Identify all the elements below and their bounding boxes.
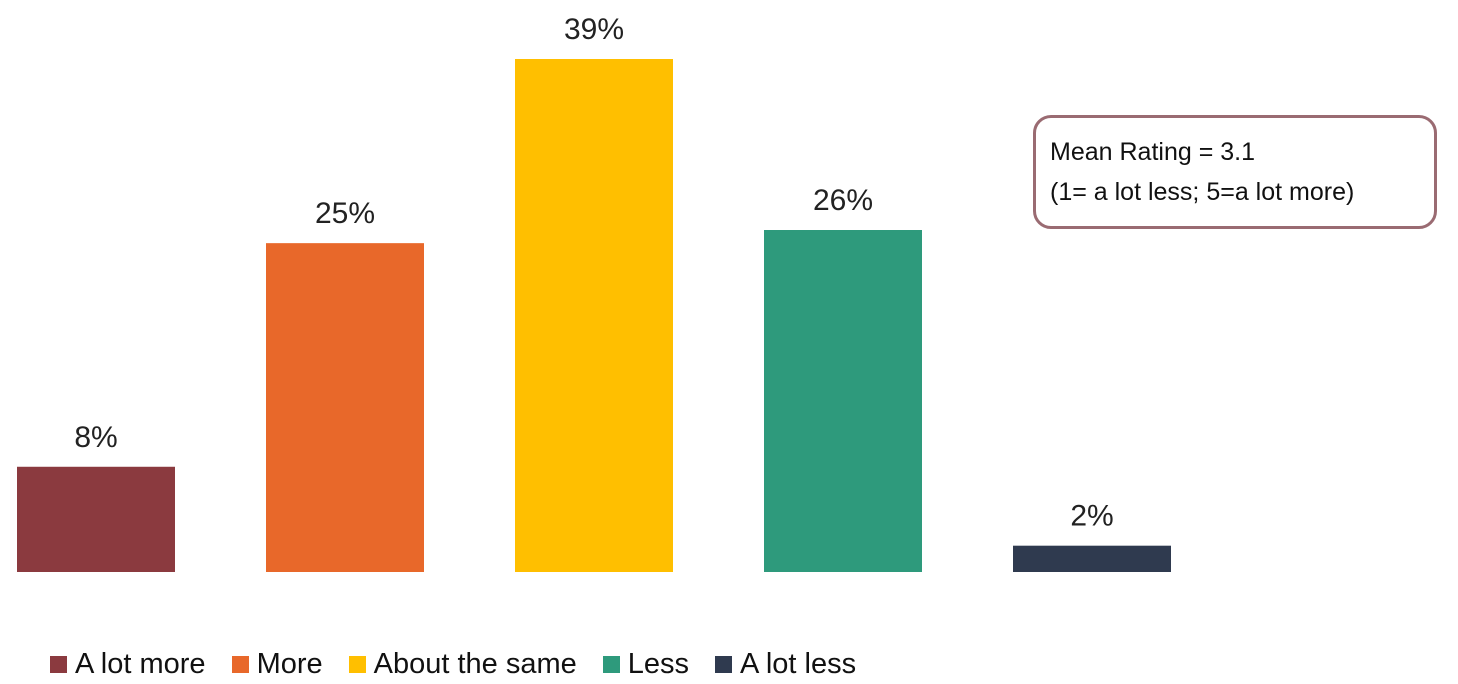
legend-swatch xyxy=(231,655,249,673)
legend-label: More xyxy=(256,647,323,680)
mean-rating-box: Mean Rating = 3.1 (1= a lot less; 5=a lo… xyxy=(1033,115,1437,229)
legend-swatch xyxy=(348,655,366,673)
legend-label: Less xyxy=(627,647,690,680)
bar-a-lot-more xyxy=(17,466,175,572)
legend-swatch xyxy=(602,655,620,673)
bar-about-the-same xyxy=(515,59,673,572)
data-label: 25% xyxy=(315,197,375,230)
bar-chart: 8% 25% 39% 26% 2% xyxy=(17,13,1171,572)
rating-scale-text: (1= a lot less; 5=a lot more) xyxy=(1050,178,1355,206)
legend-label: A lot less xyxy=(740,647,857,680)
legend-item-about-the-same: About the same xyxy=(348,647,577,681)
bar-more xyxy=(266,243,424,572)
legend-label: About the same xyxy=(373,647,577,680)
legend-item-a-lot-less: A lot less xyxy=(715,648,856,681)
legend-label: A lot more xyxy=(75,647,206,680)
legend-item-more: More xyxy=(231,647,323,681)
legend-swatch xyxy=(50,655,67,673)
data-label: 39% xyxy=(564,13,624,46)
data-label: 8% xyxy=(74,421,117,454)
legend-swatch xyxy=(715,655,733,673)
bar-a-lot-less xyxy=(1013,545,1171,572)
mean-rating-text: Mean Rating = 3.1 xyxy=(1050,138,1255,166)
bar-less xyxy=(764,230,922,572)
legend-item-a-lot-more: A lot more xyxy=(50,648,206,681)
chart-legend: A lot more More About the same Less A lo… xyxy=(50,644,882,684)
data-label: 26% xyxy=(813,184,873,217)
legend-item-less: Less xyxy=(602,647,690,681)
data-label: 2% xyxy=(1070,500,1113,533)
